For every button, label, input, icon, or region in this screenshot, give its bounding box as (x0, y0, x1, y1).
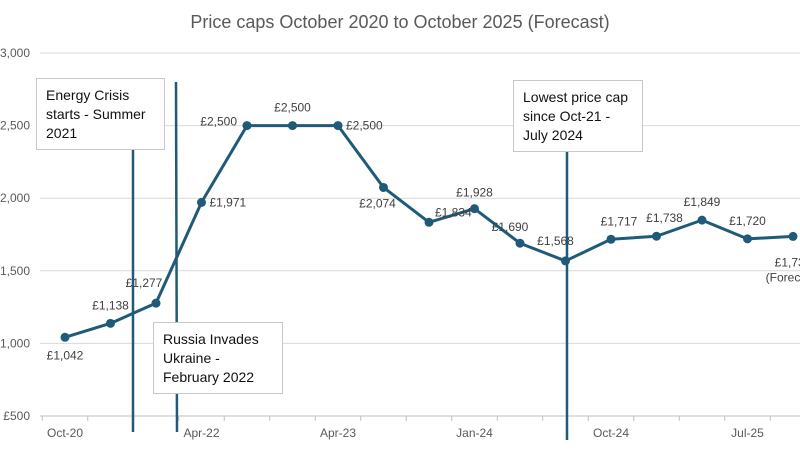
annotation-lowest-cap: Lowest price cap since Oct-21 - July 202… (513, 80, 643, 152)
y-tick-label: £500 (3, 409, 30, 423)
data-label: £1,042 (47, 348, 84, 362)
data-point (333, 121, 343, 131)
data-label: £2,074 (359, 196, 396, 210)
data-point (288, 121, 297, 131)
y-tick-label: 3,000 (0, 46, 30, 60)
x-tick-label: Jul-25 (731, 426, 764, 440)
data-point (60, 332, 70, 342)
data-point (379, 182, 388, 192)
y-tick-label: 2,000 (0, 191, 30, 205)
y-tick-label: 1,000 (0, 336, 30, 350)
data-label: £1,834 (435, 205, 472, 219)
data-point (197, 197, 206, 207)
data-label: £1,277 (126, 276, 163, 290)
data-label: £1,690 (492, 220, 529, 234)
x-tick-label: Oct-20 (47, 426, 83, 440)
series-line (64, 124, 794, 339)
data-point (470, 204, 479, 214)
data-point (788, 231, 798, 241)
data-label: £1,720 (729, 214, 766, 228)
chart-title: Price caps October 2020 to October 2025 … (190, 12, 609, 32)
data-point (515, 238, 525, 248)
data-label: £1,971 (210, 195, 247, 209)
data-label: £2,500 (274, 101, 311, 115)
data-label: £2,500 (200, 115, 237, 129)
y-tick-label: 1,500 (0, 264, 30, 278)
data-label: £1,737 (775, 255, 800, 269)
data-point (106, 318, 115, 328)
x-tick-label: Oct-24 (593, 426, 629, 440)
data-point (652, 231, 661, 241)
x-tick-label: Apr-22 (183, 426, 219, 440)
data-label: £1,138 (92, 298, 129, 312)
x-tick-label: Apr-23 (320, 426, 356, 440)
data-point (606, 234, 616, 244)
x-tick-label: Jan-24 (456, 426, 493, 440)
data-point (697, 215, 707, 225)
data-label: £2,500 (346, 119, 383, 133)
data-point (151, 298, 161, 308)
annotation-russia-ukraine: Russia Invades Ukraine - February 2022 (153, 322, 283, 394)
data-label: £1,928 (456, 186, 493, 200)
annotation-energy-crisis: Energy Crisis starts - Summer 2021 (36, 78, 165, 150)
data-point (242, 121, 252, 131)
data-label: £1,717 (601, 214, 638, 228)
forecast-note: (Forecast) (766, 270, 800, 284)
data-point (561, 256, 570, 266)
data-point (424, 217, 434, 227)
data-label: £1,738 (646, 211, 683, 225)
data-label: £1,568 (537, 234, 574, 248)
y-tick-label: 2,500 (0, 119, 30, 133)
data-label: £1,849 (684, 195, 721, 209)
data-point (743, 234, 752, 244)
